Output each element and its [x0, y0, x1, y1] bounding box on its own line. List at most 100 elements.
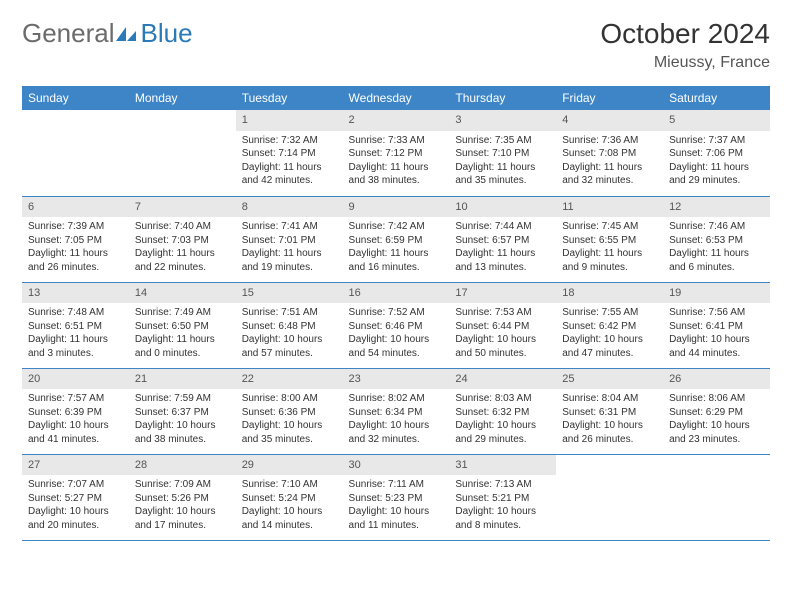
daylight-text: Daylight: 10 hours and 41 minutes.	[28, 419, 123, 446]
day-number: 11	[556, 197, 663, 218]
calendar-cell: 3Sunrise: 7:35 AMSunset: 7:10 PMDaylight…	[449, 110, 556, 196]
sunrise-text: Sunrise: 8:04 AM	[562, 392, 657, 406]
calendar-cell: 27Sunrise: 7:07 AMSunset: 5:27 PMDayligh…	[22, 454, 129, 540]
daylight-text: Daylight: 11 hours and 13 minutes.	[455, 247, 550, 274]
day-data: Sunrise: 7:44 AMSunset: 6:57 PMDaylight:…	[449, 217, 556, 277]
calendar-cell: 6Sunrise: 7:39 AMSunset: 7:05 PMDaylight…	[22, 196, 129, 282]
calendar-cell: 14Sunrise: 7:49 AMSunset: 6:50 PMDayligh…	[129, 282, 236, 368]
weekday-header: Saturday	[663, 86, 770, 110]
sunset-text: Sunset: 6:41 PM	[669, 320, 764, 334]
daylight-text: Daylight: 10 hours and 44 minutes.	[669, 333, 764, 360]
sunrise-text: Sunrise: 7:33 AM	[349, 134, 444, 148]
day-number: 20	[22, 369, 129, 390]
sunrise-text: Sunrise: 7:52 AM	[349, 306, 444, 320]
day-number: 21	[129, 369, 236, 390]
sunrise-text: Sunrise: 7:46 AM	[669, 220, 764, 234]
day-data: Sunrise: 7:45 AMSunset: 6:55 PMDaylight:…	[556, 217, 663, 277]
sunrise-text: Sunrise: 7:59 AM	[135, 392, 230, 406]
daylight-text: Daylight: 10 hours and 50 minutes.	[455, 333, 550, 360]
calendar-cell: 2Sunrise: 7:33 AMSunset: 7:12 PMDaylight…	[343, 110, 450, 196]
day-number: 31	[449, 455, 556, 476]
calendar-cell	[663, 454, 770, 540]
daylight-text: Daylight: 11 hours and 3 minutes.	[28, 333, 123, 360]
day-data: Sunrise: 8:00 AMSunset: 6:36 PMDaylight:…	[236, 389, 343, 449]
calendar-cell: 9Sunrise: 7:42 AMSunset: 6:59 PMDaylight…	[343, 196, 450, 282]
calendar-cell: 21 Sunrise: 7:59 AMSunset: 6:37 PMDayligh…	[129, 368, 236, 454]
day-data: Sunrise: 7:53 AMSunset: 6:44 PMDaylight:…	[449, 303, 556, 363]
sunset-text: Sunset: 6:55 PM	[562, 234, 657, 248]
day-number: 3	[449, 110, 556, 131]
day-number: 2	[343, 110, 450, 131]
calendar-cell: 8Sunrise: 7:41 AMSunset: 7:01 PMDaylight…	[236, 196, 343, 282]
day-data: Sunrise: 7:55 AMSunset: 6:42 PMDaylight:…	[556, 303, 663, 363]
day-data: Sunrise: 8:03 AMSunset: 6:32 PMDaylight:…	[449, 389, 556, 449]
sunrise-text: Sunrise: 7:10 AM	[242, 478, 337, 492]
sunset-text: Sunset: 5:24 PM	[242, 492, 337, 506]
day-data: Sunrise: 7:32 AMSunset: 7:14 PMDaylight:…	[236, 131, 343, 191]
title-block: October 2024 Mieussy, France	[600, 18, 770, 72]
sunrise-text: Sunrise: 7:36 AM	[562, 134, 657, 148]
day-data: Sunrise: 7:51 AMSunset: 6:48 PMDaylight:…	[236, 303, 343, 363]
day-number: 25	[556, 369, 663, 390]
sunset-text: Sunset: 5:23 PM	[349, 492, 444, 506]
calendar-cell: 22Sunrise: 8:00 AMSunset: 6:36 PMDayligh…	[236, 368, 343, 454]
day-number: 6	[22, 197, 129, 218]
day-number: 27	[22, 455, 129, 476]
calendar-cell: 30Sunrise: 7:11 AMSunset: 5:23 PMDayligh…	[343, 454, 450, 540]
sunset-text: Sunset: 5:26 PM	[135, 492, 230, 506]
day-data: Sunrise: 7:09 AMSunset: 5:26 PMDaylight:…	[129, 475, 236, 535]
sunrise-text: Sunrise: 7:41 AM	[242, 220, 337, 234]
day-data: Sunrise: 7:13 AMSunset: 5:21 PMDaylight:…	[449, 475, 556, 535]
sunrise-text: Sunrise: 7:39 AM	[28, 220, 123, 234]
weekday-header: Tuesday	[236, 86, 343, 110]
daylight-text: Daylight: 10 hours and 26 minutes.	[562, 419, 657, 446]
sunrise-text: Sunrise: 7:51 AM	[242, 306, 337, 320]
sunset-text: Sunset: 6:29 PM	[669, 406, 764, 420]
sunrise-text: Sunrise: 7:44 AM	[455, 220, 550, 234]
day-data: Sunrise: 7:41 AMSunset: 7:01 PMDaylight:…	[236, 217, 343, 277]
month-title: October 2024	[600, 18, 770, 50]
day-data: Sunrise: 7:40 AMSunset: 7:03 PMDaylight:…	[129, 217, 236, 277]
day-data: Sunrise: 7:37 AMSunset: 7:06 PMDaylight:…	[663, 131, 770, 191]
daylight-text: Daylight: 10 hours and 17 minutes.	[135, 505, 230, 532]
day-data: Sunrise: 7:33 AMSunset: 7:12 PMDaylight:…	[343, 131, 450, 191]
day-number: 7	[129, 197, 236, 218]
logo-text-general: General	[22, 18, 115, 49]
daylight-text: Daylight: 10 hours and 29 minutes.	[455, 419, 550, 446]
sunrise-text: Sunrise: 7:56 AM	[669, 306, 764, 320]
sunrise-text: Sunrise: 7:40 AM	[135, 220, 230, 234]
day-number: 10	[449, 197, 556, 218]
day-data: Sunrise: 7:49 AMSunset: 6:50 PMDaylight:…	[129, 303, 236, 363]
sunset-text: Sunset: 7:03 PM	[135, 234, 230, 248]
day-number: 24	[449, 369, 556, 390]
header: General Blue October 2024 Mieussy, Franc…	[22, 18, 770, 72]
sunset-text: Sunset: 6:59 PM	[349, 234, 444, 248]
weekday-header: Sunday	[22, 86, 129, 110]
day-data: Sunrise: 7:48 AMSunset: 6:51 PMDaylight:…	[22, 303, 129, 363]
sunset-text: Sunset: 6:46 PM	[349, 320, 444, 334]
day-data: Sunrise: 7:52 AMSunset: 6:46 PMDaylight:…	[343, 303, 450, 363]
day-number: 23	[343, 369, 450, 390]
calendar-cell: 15Sunrise: 7:51 AMSunset: 6:48 PMDayligh…	[236, 282, 343, 368]
sunset-text: Sunset: 6:39 PM	[28, 406, 123, 420]
day-data: Sunrise: 8:06 AMSunset: 6:29 PMDaylight:…	[663, 389, 770, 449]
calendar-week-row: 13Sunrise: 7:48 AMSunset: 6:51 PMDayligh…	[22, 282, 770, 368]
sunrise-text: Sunrise: 7:48 AM	[28, 306, 123, 320]
daylight-text: Daylight: 10 hours and 11 minutes.	[349, 505, 444, 532]
day-data: Sunrise: 7:46 AMSunset: 6:53 PMDaylight:…	[663, 217, 770, 277]
sunrise-text: Sunrise: 7:53 AM	[455, 306, 550, 320]
day-number: 12	[663, 197, 770, 218]
sunset-text: Sunset: 6:34 PM	[349, 406, 444, 420]
day-data: Sunrise: 7:36 AMSunset: 7:08 PMDaylight:…	[556, 131, 663, 191]
calendar-cell: 11Sunrise: 7:45 AMSunset: 6:55 PMDayligh…	[556, 196, 663, 282]
calendar-cell: 17Sunrise: 7:53 AMSunset: 6:44 PMDayligh…	[449, 282, 556, 368]
sunset-text: Sunset: 6:37 PM	[135, 406, 230, 420]
sunset-text: Sunset: 6:53 PM	[669, 234, 764, 248]
day-number: 30	[343, 455, 450, 476]
calendar-cell: 5Sunrise: 7:37 AMSunset: 7:06 PMDaylight…	[663, 110, 770, 196]
calendar-cell: 7Sunrise: 7:40 AMSunset: 7:03 PMDaylight…	[129, 196, 236, 282]
daylight-text: Daylight: 10 hours and 38 minutes.	[135, 419, 230, 446]
sunrise-text: Sunrise: 7:35 AM	[455, 134, 550, 148]
calendar-cell	[556, 454, 663, 540]
daylight-text: Daylight: 11 hours and 32 minutes.	[562, 161, 657, 188]
